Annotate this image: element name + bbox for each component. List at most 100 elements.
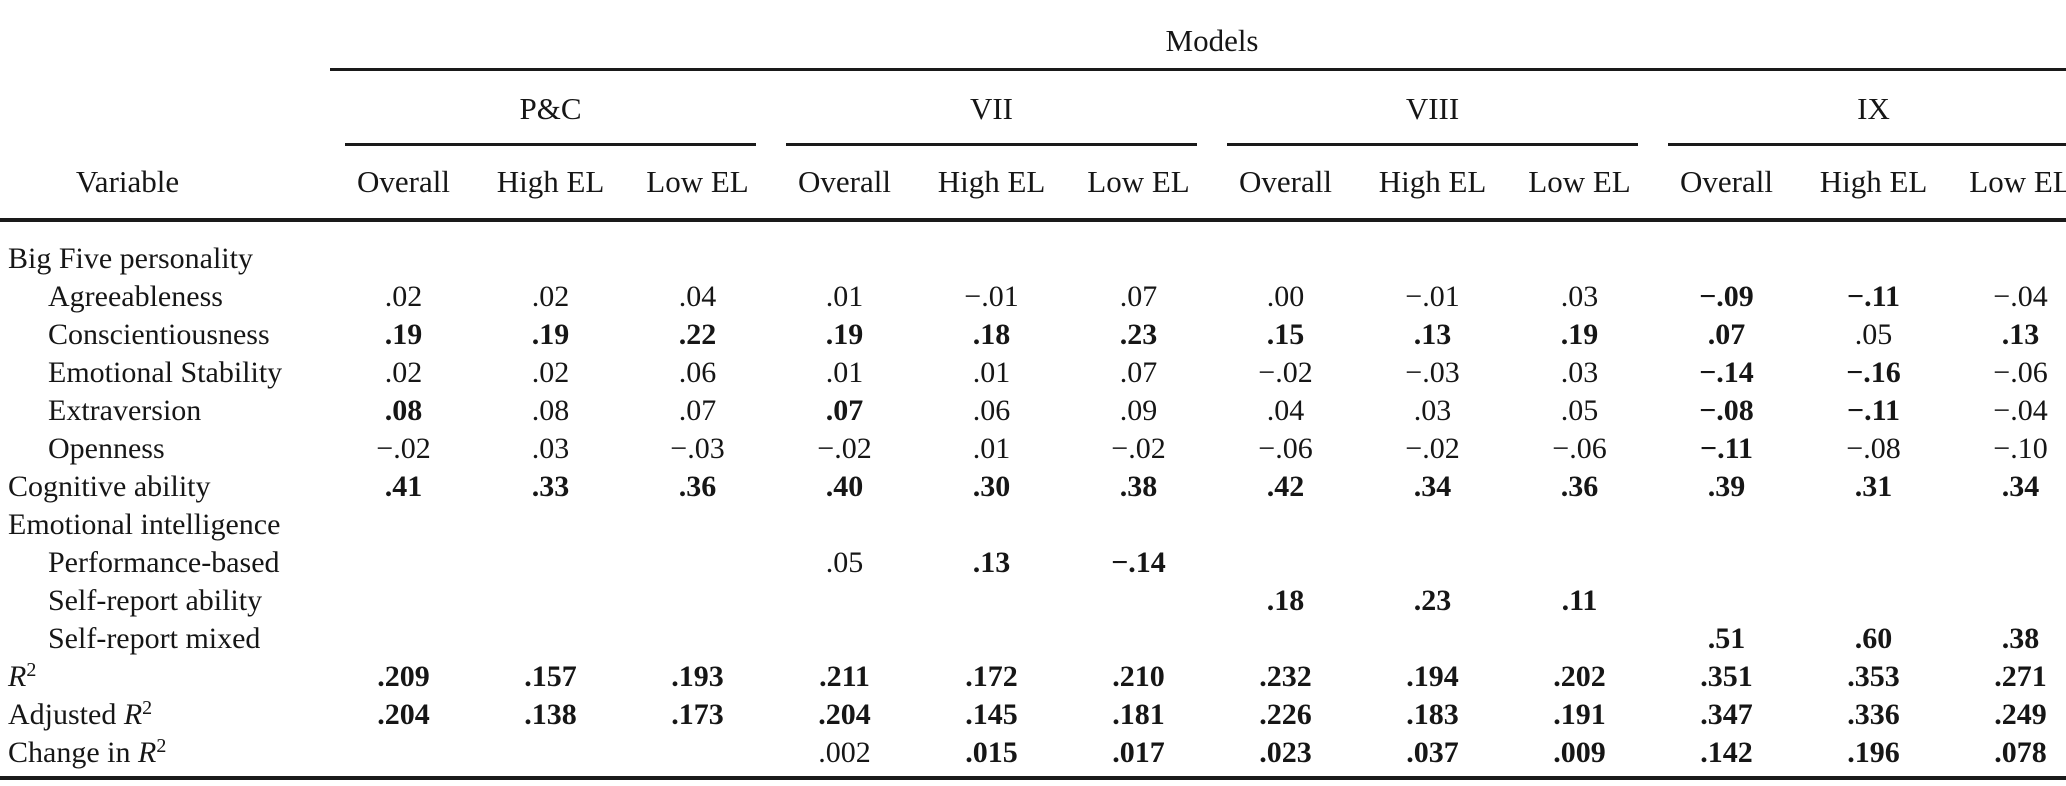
value-cell: −.08 [1699, 394, 1754, 427]
value-cell [330, 220, 477, 278]
value-cell: −.02 [1258, 356, 1313, 389]
value-cell: −.04 [1993, 394, 2048, 427]
value-cell [1947, 220, 2066, 278]
value-cell: .173 [671, 698, 724, 731]
value-cell [1653, 544, 1800, 582]
row-label: Emotional intelligence [8, 508, 281, 541]
group-underline [345, 143, 756, 146]
value-cell: .07 [1707, 318, 1746, 351]
value-cell: .09 [1119, 394, 1158, 427]
value-cell [918, 582, 1065, 620]
value-cell [1800, 544, 1947, 582]
value-cell [1653, 220, 1800, 278]
value-cell [771, 506, 918, 544]
value-cell: .138 [524, 698, 577, 731]
row-label: Self-report ability [48, 584, 263, 617]
value-cell: −.09 [1699, 280, 1754, 313]
value-cell: −.11 [1700, 432, 1753, 465]
value-cell: −.01 [964, 280, 1019, 313]
value-cell: .194 [1406, 660, 1459, 693]
value-cell: .22 [678, 318, 717, 351]
value-cell: .13 [972, 546, 1011, 579]
value-cell: .03 [1560, 280, 1599, 313]
value-cell: .34 [1413, 470, 1452, 503]
value-cell: −.03 [670, 432, 725, 465]
value-cell: .19 [1560, 318, 1599, 351]
value-cell: .145 [965, 698, 1018, 731]
value-cell: −.02 [817, 432, 872, 465]
value-cell: .03 [1413, 394, 1452, 427]
value-cell [330, 544, 477, 582]
group-underline [786, 143, 1197, 146]
value-cell: .023 [1212, 734, 1359, 780]
corner-spacer [0, 0, 330, 70]
value-cell: .38 [1119, 470, 1158, 503]
table-row: Self-report ability .18 .23 .11 [0, 582, 2066, 620]
value-cell: .142 [1653, 734, 1800, 780]
value-cell: .07 [678, 394, 717, 427]
value-cell: .40 [825, 470, 864, 503]
table-row: Extraversion .08 .08 .07 .07 .06 .09 .04 .03 .05 −… [0, 392, 2066, 430]
table-row: Big Five personality [0, 220, 2066, 278]
table-row: Conscientiousness .19 .19 .22 .19 .18 .23 .15 .1… [0, 316, 2066, 354]
col-header: Low EL [1506, 146, 1653, 222]
value-cell: .36 [1560, 470, 1599, 503]
value-cell: −.08 [1846, 432, 1901, 465]
math-variable: R [123, 698, 143, 731]
value-cell: .347 [1700, 698, 1753, 731]
group-label: P&C [519, 90, 582, 126]
value-cell: −.11 [1847, 280, 1900, 313]
table-row: Cognitive ability .41 .33 .36 .40 .30 .38 .42 .3… [0, 468, 2066, 506]
group-row-spacer [0, 70, 330, 147]
value-cell [918, 220, 1065, 278]
value-cell: .03 [531, 432, 570, 465]
value-cell [477, 220, 624, 278]
group-header-vii: VII [771, 70, 1212, 146]
value-cell: .211 [819, 660, 870, 693]
row-label: Agreeableness [48, 280, 223, 313]
value-cell [771, 582, 918, 620]
value-cell [1506, 506, 1653, 544]
value-cell [1065, 220, 1212, 278]
value-cell: .19 [384, 318, 423, 351]
models-header-row: Models [0, 0, 2066, 71]
group-header-viii: VIII [1212, 70, 1653, 146]
value-cell [1212, 220, 1359, 278]
value-cell: .204 [818, 698, 871, 731]
value-cell: .31 [1854, 470, 1893, 503]
value-cell: .172 [965, 660, 1018, 693]
table-row: Performance-based .05 .13 −.14 [0, 544, 2066, 582]
value-cell: .202 [1553, 660, 1606, 693]
value-cell: .01 [972, 432, 1011, 465]
value-cell: .18 [1266, 584, 1305, 617]
table-row: Emotional intelligence [0, 506, 2066, 544]
value-cell: .08 [531, 394, 570, 427]
value-cell: .19 [531, 318, 570, 351]
group-header-pc: P&C [330, 70, 771, 146]
value-cell: .38 [2001, 622, 2040, 655]
row-label: Change in R2 [0, 734, 330, 780]
value-cell: .183 [1406, 698, 1459, 731]
math-variable: R [8, 660, 27, 693]
value-cell: .078 [1947, 734, 2066, 780]
value-cell: .60 [1854, 622, 1893, 655]
group-label: VII [969, 90, 1014, 126]
value-cell [624, 220, 771, 278]
value-cell: .191 [1553, 698, 1606, 731]
value-cell: −.14 [1699, 356, 1754, 389]
value-cell: .336 [1847, 698, 1900, 731]
value-cell: −.02 [376, 432, 431, 465]
value-cell: −.10 [1993, 432, 2048, 465]
math-superscript: 2 [156, 735, 167, 757]
value-cell [624, 506, 771, 544]
value-cell: .30 [972, 470, 1011, 503]
value-cell: .13 [2001, 318, 2040, 351]
value-cell: .34 [2001, 470, 2040, 503]
value-cell: .02 [531, 280, 570, 313]
row-label: Extraversion [48, 394, 202, 427]
value-cell: .39 [1707, 470, 1746, 503]
value-cell [330, 582, 477, 620]
value-cell: −.14 [1111, 546, 1166, 579]
value-cell: .19 [825, 318, 864, 351]
value-cell [1212, 544, 1359, 582]
